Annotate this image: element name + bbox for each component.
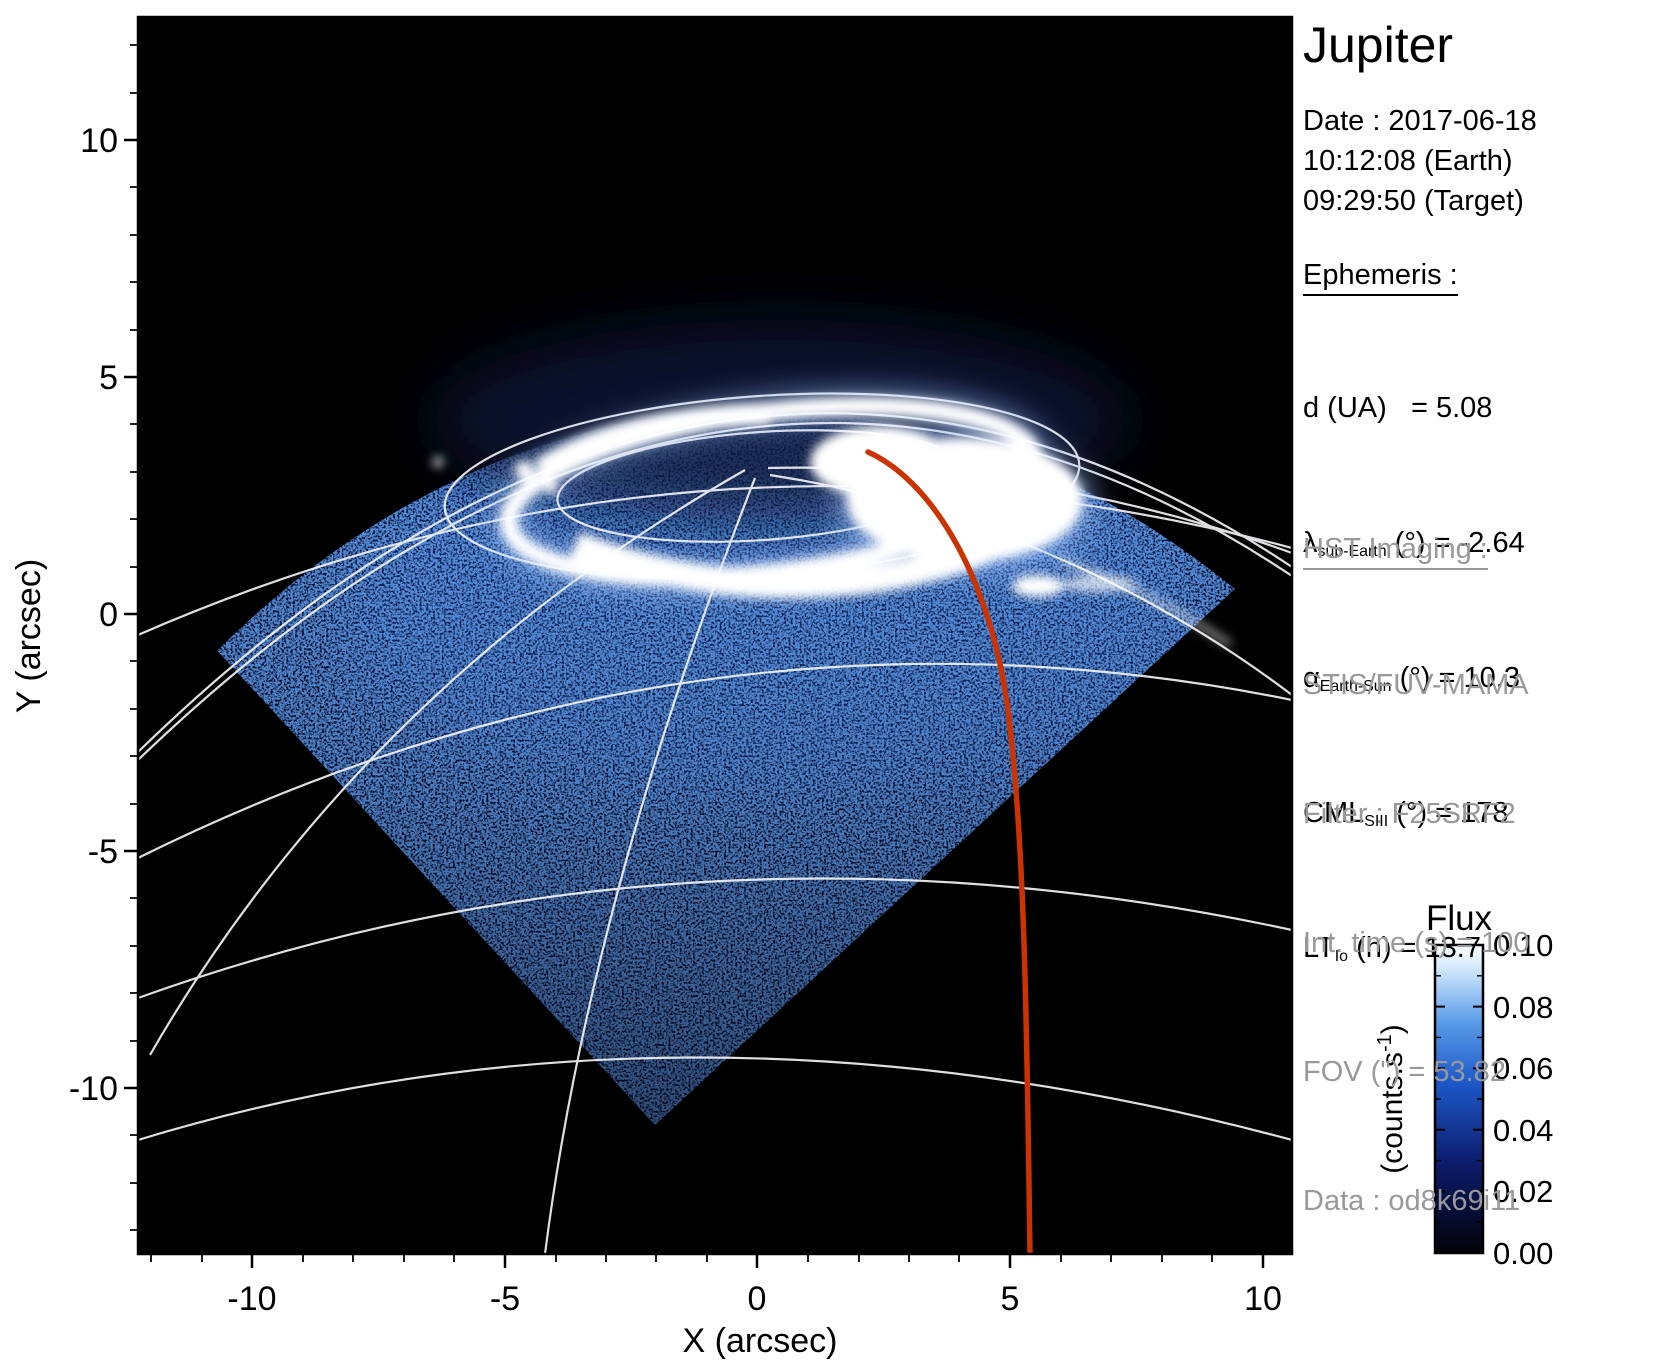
- hst-filter: Filter : F25SRF2: [1303, 798, 1516, 830]
- hst-int-time: Int. time (s) = 100: [1303, 927, 1530, 959]
- x-tick-label: 5: [1001, 1280, 1020, 1318]
- plot-frame: [136, 15, 1294, 1256]
- axis-ticks: [124, 44, 1265, 1268]
- io-footprint-spot: [1012, 575, 1064, 597]
- io-footprint-track: [865, 449, 1033, 1254]
- observation-dates: Date : 2017-06-18 10:12:08 (Earth) 09:29…: [1303, 101, 1537, 221]
- target-time: 09:29:50 (Target): [1303, 185, 1524, 217]
- colorbar-tick-label: 0.06: [1493, 1051, 1553, 1086]
- ephemeris-subearth-latitude: λsub-Earth (°) = -2.64: [1303, 526, 1525, 560]
- colorbar: Flux 0.10 0.08 0.06 0.04 0.02 0.00 (coun…: [1374, 899, 1553, 1271]
- colorbar-tick-label: 0.10: [1493, 928, 1553, 963]
- latitude-arc: [138, 877, 1292, 1000]
- x-tick-label: 0: [748, 1280, 767, 1318]
- colorbar-tick-label: 0.08: [1493, 990, 1553, 1025]
- meridian: [543, 477, 757, 1254]
- y-tick-label: 0: [99, 596, 118, 634]
- latitude-arc: [138, 1056, 1292, 1142]
- colorbar-unit: (counts.s-1): [1374, 1024, 1409, 1174]
- y-tick-label: -10: [69, 1070, 118, 1108]
- hst-imaging-list: STIS/FUV-MAMA Filter : F25SRF2 Int. time…: [1303, 578, 1529, 1309]
- y-axis-title: Y (arcsec): [10, 559, 48, 713]
- y-tick-label: 5: [99, 359, 118, 397]
- plot-area: [138, 17, 1292, 1254]
- x-tick-label: -10: [227, 1280, 276, 1318]
- ephemeris-list: d (UA) = 5.08 λsub-Earth (°) = -2.64 αEa…: [1303, 303, 1525, 1062]
- date-line: Date : 2017-06-18: [1303, 105, 1537, 137]
- x-axis-title: X (arcsec): [683, 1322, 838, 1360]
- colorbar-tick-label: 0.00: [1493, 1236, 1553, 1271]
- latitude-arc: [138, 662, 1292, 859]
- hst-detector: STIS/FUV-MAMA: [1303, 669, 1529, 701]
- ephemeris-cml: CMLSIII (°) = 178: [1303, 796, 1509, 830]
- y-tick-label: -5: [88, 833, 118, 871]
- colorbar-tick-label: 0.04: [1493, 1113, 1553, 1148]
- ephemeris-header: Ephemeris :: [1303, 259, 1458, 296]
- colorbar-ticks: [1435, 944, 1483, 1223]
- aurora: [433, 389, 1233, 649]
- hst-imaging-header: HST Imaging :: [1303, 533, 1488, 570]
- y-tick-label: 10: [80, 122, 118, 160]
- hst-dataset: Data : od8k69i11: [1303, 1185, 1521, 1217]
- earth-time: 10:12:08 (Earth): [1303, 145, 1513, 177]
- hst-fov: FOV (") = 53.82: [1303, 1056, 1506, 1088]
- ephemeris-distance: d (UA) = 5.08: [1303, 392, 1493, 424]
- x-tick-label: 10: [1244, 1280, 1282, 1318]
- ephemeris-phase-angle: αEarth-Sun (°) = 10.3: [1303, 661, 1520, 695]
- x-tick-label: -5: [490, 1280, 520, 1318]
- colorbar-gradient: [1433, 943, 1485, 1255]
- meridian: [149, 469, 746, 1056]
- colorbar-tick-label: 0.02: [1493, 1174, 1553, 1209]
- ephemeris-io-local-time: LTIo (h) = 13.7: [1303, 931, 1481, 965]
- main-plot: -10 -5 0 5 10 X (arcsec) 10 5 0 -5 -10 Y…: [10, 15, 1294, 1360]
- figure-title: Jupiter: [1303, 17, 1454, 73]
- colorbar-title: Flux: [1426, 899, 1493, 938]
- aurora-oval: [433, 397, 1233, 649]
